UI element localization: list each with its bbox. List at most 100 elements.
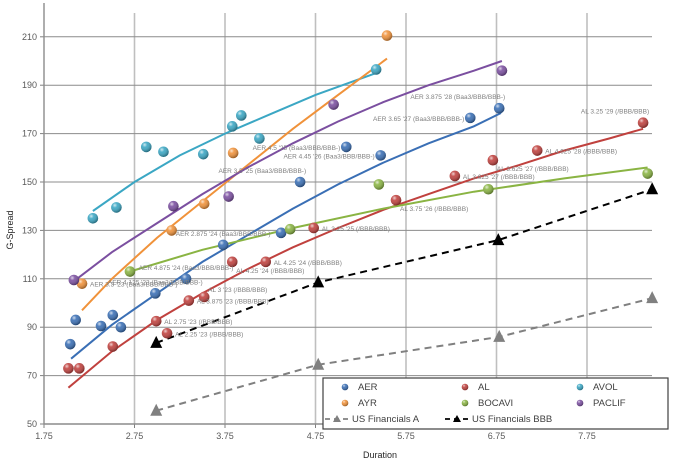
data-points [63, 30, 659, 416]
legend-label: AVOL [593, 382, 618, 393]
avol-point-shine [370, 64, 382, 75]
al-point [531, 145, 543, 156]
al-point-shine [390, 194, 402, 206]
al-point-shine [150, 315, 162, 327]
aer-trendline [70, 112, 502, 360]
legend-item-us-financials-a: US Financials A [325, 414, 420, 425]
avol-point-shine [235, 110, 247, 121]
aer-point [70, 314, 81, 326]
aer-point [294, 176, 306, 188]
point-annotation: AER 3.3 '23 (Baa3/BBB/BBB-) [90, 282, 178, 289]
aer-point [95, 320, 107, 332]
us-financials-a-triangle-marker [150, 403, 163, 416]
point-annotation: AER 4.5 '25 (Baa3/BBB/BBB-) [253, 145, 341, 152]
aer-point-shine [340, 141, 352, 153]
al-point [308, 222, 319, 234]
legend-item-ayr: AYR [341, 398, 377, 409]
legend-label: BOCAVI [478, 398, 513, 409]
aer-point [115, 321, 127, 333]
al-point [487, 154, 499, 166]
avol-point [140, 141, 152, 153]
avol-point [235, 110, 247, 121]
legend-marker-triangle [453, 415, 461, 422]
al-point-shine [183, 295, 195, 306]
bocavi-point [642, 168, 653, 179]
al-point-shine [198, 291, 210, 303]
avol-point-shine [226, 121, 238, 132]
aer-point [217, 239, 229, 251]
point-annotation: AL 3.75 '26 (/BBB/BBB) [400, 206, 468, 213]
al-point [637, 117, 649, 129]
aer-point-shine [150, 288, 161, 299]
ayr-point [227, 147, 239, 159]
point-annotation: AER 3.875 '28 (Baa3/BBB/BBB-) [410, 94, 505, 101]
avol-point-shine [254, 133, 265, 144]
aer-point-shine [375, 150, 386, 161]
aer-point-shine [464, 112, 476, 124]
legend-marker-shine [461, 383, 469, 391]
al-point [183, 295, 195, 306]
x-tick-label: 3.75 [216, 431, 234, 441]
legend-label: AYR [358, 398, 377, 409]
aer-point [340, 141, 352, 153]
al-point-shine [449, 170, 461, 182]
us-financials-a-line [155, 297, 653, 412]
x-tick-label: 1.75 [35, 431, 53, 441]
avol-point [226, 121, 238, 132]
us-financials-a-triangle-marker [646, 291, 659, 304]
avol-point-shine [158, 146, 169, 158]
avol-point [87, 213, 99, 224]
point-annotation: AL 2.75 '23 (/BBB/BBB) [164, 319, 232, 326]
paclif-point-shine [328, 99, 339, 110]
al-point [226, 256, 238, 268]
legend-label: US Financials A [352, 414, 420, 425]
al-point [198, 291, 210, 303]
ayr-point-shine [198, 198, 210, 210]
avol-point [254, 133, 265, 144]
legend-label: US Financials BBB [472, 414, 552, 425]
bocavi-point-shine [373, 179, 385, 190]
aer-point-shine [275, 227, 287, 239]
benchmark-lines [155, 188, 653, 412]
al-point-shine [308, 222, 319, 234]
aer-point-shine [64, 338, 76, 350]
al-point [63, 363, 74, 374]
y-tick-label: 210 [22, 32, 37, 42]
paclif-point [328, 99, 339, 110]
paclif-point [68, 274, 80, 286]
avol-point-shine [87, 213, 99, 224]
bocavi-point-shine [483, 183, 494, 195]
point-annotation: AL 3.875 '23 (/BBB/BBB) [197, 299, 269, 306]
aer-point [107, 309, 119, 321]
al-trendline [67, 127, 644, 389]
y-tick-label: 50 [27, 419, 37, 429]
bocavi-trendline [129, 166, 648, 273]
bocavi-point [124, 266, 136, 277]
legend-item-us-financials-bbb: US Financials BBB [445, 414, 552, 425]
avol-point-shine [140, 141, 152, 153]
aer-point-shine [294, 176, 306, 188]
point-annotation: AER 4.875 '24 (Baa3/BBB/BBB-) [139, 265, 234, 272]
ayr-point [76, 278, 88, 289]
al-point [449, 170, 461, 182]
aer-point [150, 288, 161, 299]
aer-point-shine [95, 320, 107, 332]
paclif-point-shine [168, 200, 179, 212]
avol-point [370, 64, 382, 75]
point-labels: AER 3.875 '28 (Baa3/BBB/BBB-) AER 3.65 '2… [90, 94, 649, 338]
ayr-point-shine [227, 147, 239, 159]
y-axis-title: G-Spread [5, 210, 15, 249]
ayr-point-shine [381, 30, 393, 41]
legend-label: AER [358, 382, 378, 393]
bocavi-point [284, 223, 296, 235]
avol-point [158, 146, 169, 158]
paclif-point-shine [68, 274, 80, 286]
aer-point [180, 273, 192, 285]
legend-marker-shine [576, 399, 584, 407]
us-financials-bbb-triangle-marker [646, 182, 659, 195]
avol-point [111, 202, 122, 213]
legend-marker-shine [576, 383, 584, 391]
al-point-shine [260, 256, 272, 268]
ayr-point [381, 30, 393, 41]
grid-lines [44, 13, 652, 424]
